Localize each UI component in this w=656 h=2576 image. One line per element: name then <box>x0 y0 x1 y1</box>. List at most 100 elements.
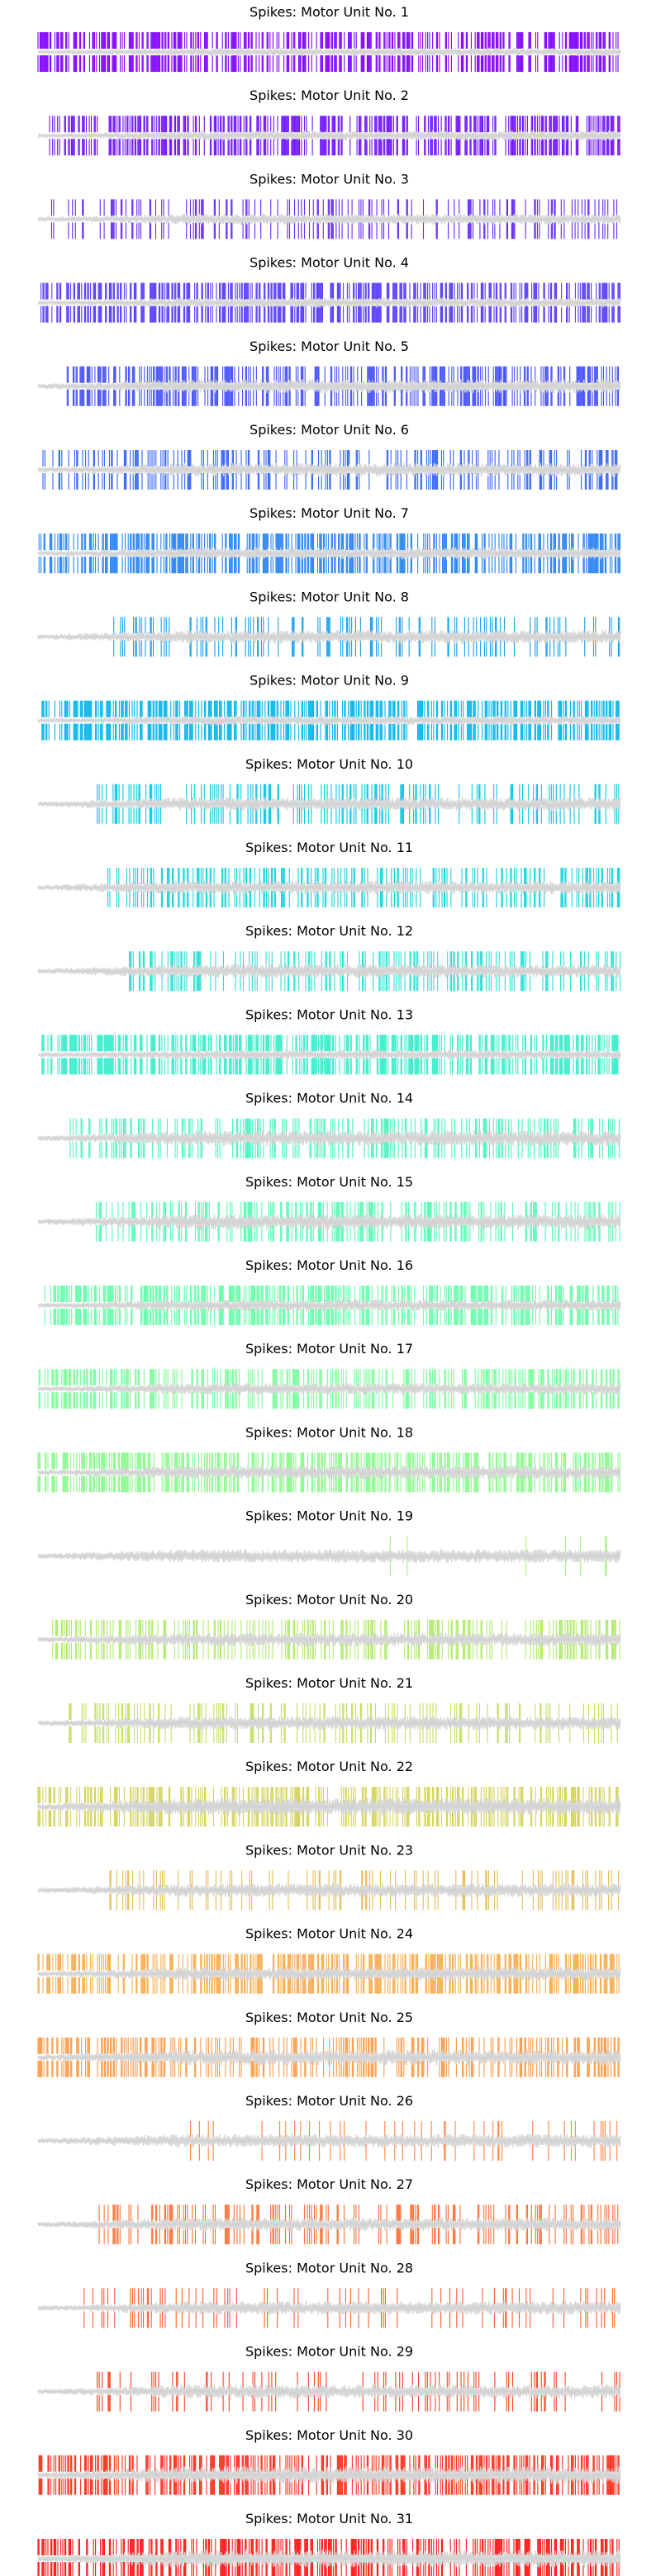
spike-marks-30 <box>38 2455 620 2495</box>
emg-signal-26 <box>37 2133 621 2148</box>
panel-5: Spikes: Motor Unit No. 5 <box>37 339 621 406</box>
spike-train-16 <box>44 1286 619 1325</box>
panel-11: Spikes: Motor Unit No. 11 <box>37 840 621 907</box>
spike-train-6 <box>42 450 618 490</box>
panel-1: Spikes: Motor Unit No. 1 <box>37 4 621 72</box>
emg-signal-12 <box>37 964 621 978</box>
panel-20: Spikes: Motor Unit No. 20 <box>37 1592 621 1660</box>
emg-signal-2 <box>37 130 621 141</box>
spike-marks-2 <box>49 116 620 156</box>
spike-marks-1 <box>37 32 619 72</box>
panel-2: Spikes: Motor Unit No. 2 <box>37 88 621 156</box>
spike-marks-8 <box>113 617 620 657</box>
panel-17: Spikes: Motor Unit No. 17 <box>37 1341 621 1409</box>
panel-6: Spikes: Motor Unit No. 6 <box>37 422 621 490</box>
panel-22: Spikes: Motor Unit No. 22 <box>37 1759 621 1827</box>
spike-marks-24 <box>37 1953 620 1994</box>
spike-train-15 <box>95 1201 620 1242</box>
panel-title-21: Spikes: Motor Unit No. 21 <box>245 1675 413 1691</box>
panel-title-28: Spikes: Motor Unit No. 28 <box>245 2260 413 2275</box>
emg-signal-24 <box>37 1967 621 1982</box>
panel-title-24: Spikes: Motor Unit No. 24 <box>245 1926 413 1942</box>
spike-marks-26 <box>190 2121 618 2161</box>
emg-signal-13 <box>37 1049 621 1060</box>
emg-signal-22 <box>37 1797 621 1816</box>
panel-title-25: Spikes: Motor Unit No. 25 <box>245 2010 413 2025</box>
spike-train-22 <box>37 1787 619 1827</box>
spike-train-2 <box>49 116 620 156</box>
panel-title-1: Spikes: Motor Unit No. 1 <box>250 4 409 20</box>
emg-signal-28 <box>37 2300 621 2315</box>
panel-title-4: Spikes: Motor Unit No. 4 <box>250 255 409 271</box>
panel-15: Spikes: Motor Unit No. 15 <box>37 1174 621 1242</box>
spike-train-23 <box>109 1870 620 1911</box>
panel-title-12: Spikes: Motor Unit No. 12 <box>245 923 413 939</box>
panel-title-23: Spikes: Motor Unit No. 23 <box>245 1842 413 1858</box>
spike-train-12 <box>128 951 621 992</box>
panel-19: Spikes: Motor Unit No. 19 <box>37 1508 621 1576</box>
spike-marks-4 <box>40 282 620 323</box>
panel-title-26: Spikes: Motor Unit No. 26 <box>245 2093 413 2109</box>
spike-train-25 <box>37 2037 620 2077</box>
spike-train-18 <box>37 1452 620 1493</box>
spike-marks-18 <box>37 1452 620 1493</box>
panel-28: Spikes: Motor Unit No. 28 <box>37 2260 621 2328</box>
spike-marks-12 <box>128 951 621 992</box>
panel-title-3: Spikes: Motor Unit No. 3 <box>250 171 409 187</box>
emg-signal-25 <box>37 2049 621 2066</box>
spike-train-7 <box>38 533 620 574</box>
emg-signal-19 <box>37 1549 621 1564</box>
spike-marks-29 <box>97 2371 620 2412</box>
spike-marks-3 <box>50 199 618 239</box>
panel-title-14: Spikes: Motor Unit No. 14 <box>245 1091 413 1106</box>
spike-marks-20 <box>52 1619 620 1660</box>
emg-signal-6 <box>37 462 621 477</box>
emg-signal-17 <box>37 1382 621 1395</box>
panel-title-6: Spikes: Motor Unit No. 6 <box>250 422 409 438</box>
spike-train-3 <box>50 199 618 239</box>
spike-marks-23 <box>109 1870 620 1911</box>
panel-title-10: Spikes: Motor Unit No. 10 <box>245 756 413 772</box>
spike-marks-27 <box>98 2204 619 2245</box>
panel-title-17: Spikes: Motor Unit No. 17 <box>245 1341 413 1357</box>
panel-8: Spikes: Motor Unit No. 8 <box>37 589 621 657</box>
panel-title-15: Spikes: Motor Unit No. 15 <box>245 1174 413 1190</box>
panel-title-22: Spikes: Motor Unit No. 22 <box>245 1759 413 1774</box>
spike-marks-13 <box>41 1035 619 1075</box>
spike-marks-19 <box>389 1536 607 1576</box>
spike-train-8 <box>113 617 620 657</box>
spike-train-29 <box>97 2371 620 2412</box>
spike-marks-9 <box>41 700 620 741</box>
panel-14: Spikes: Motor Unit No. 14 <box>37 1091 621 1158</box>
spike-train-10 <box>97 784 620 824</box>
spike-marks-10 <box>97 784 620 824</box>
panel-16: Spikes: Motor Unit No. 16 <box>37 1257 621 1325</box>
emg-signal-4 <box>37 297 621 308</box>
spike-train-20 <box>52 1619 620 1660</box>
panel-title-5: Spikes: Motor Unit No. 5 <box>250 339 409 354</box>
panel-31: Spikes: Motor Unit No. 31 <box>37 2511 621 2576</box>
spike-marks-5 <box>66 366 620 406</box>
spike-train-21 <box>69 1703 618 1743</box>
emg-signal-27 <box>37 2217 621 2232</box>
panel-25: Spikes: Motor Unit No. 25 <box>37 2010 621 2077</box>
spike-train-13 <box>41 1035 619 1075</box>
emg-signal-9 <box>37 715 621 726</box>
emg-signal-29 <box>37 2384 621 2399</box>
panel-29: Spikes: Motor Unit No. 29 <box>37 2344 621 2412</box>
panel-title-19: Spikes: Motor Unit No. 19 <box>245 1508 413 1524</box>
emg-signal-8 <box>37 629 621 644</box>
panel-10: Spikes: Motor Unit No. 10 <box>37 756 621 824</box>
panel-27: Spikes: Motor Unit No. 27 <box>37 2176 621 2245</box>
spike-train-30 <box>38 2455 620 2495</box>
spike-train-27 <box>98 2204 619 2245</box>
emg-signal-23 <box>37 1882 621 1897</box>
spike-marks-11 <box>107 868 620 907</box>
panel-title-7: Spikes: Motor Unit No. 7 <box>250 505 409 521</box>
panel-title-16: Spikes: Motor Unit No. 16 <box>245 1257 413 1273</box>
panel-title-9: Spikes: Motor Unit No. 9 <box>250 673 409 689</box>
spike-marks-14 <box>69 1118 620 1158</box>
emg-signal-16 <box>37 1299 621 1312</box>
panel-3: Spikes: Motor Unit No. 3 <box>37 171 621 239</box>
